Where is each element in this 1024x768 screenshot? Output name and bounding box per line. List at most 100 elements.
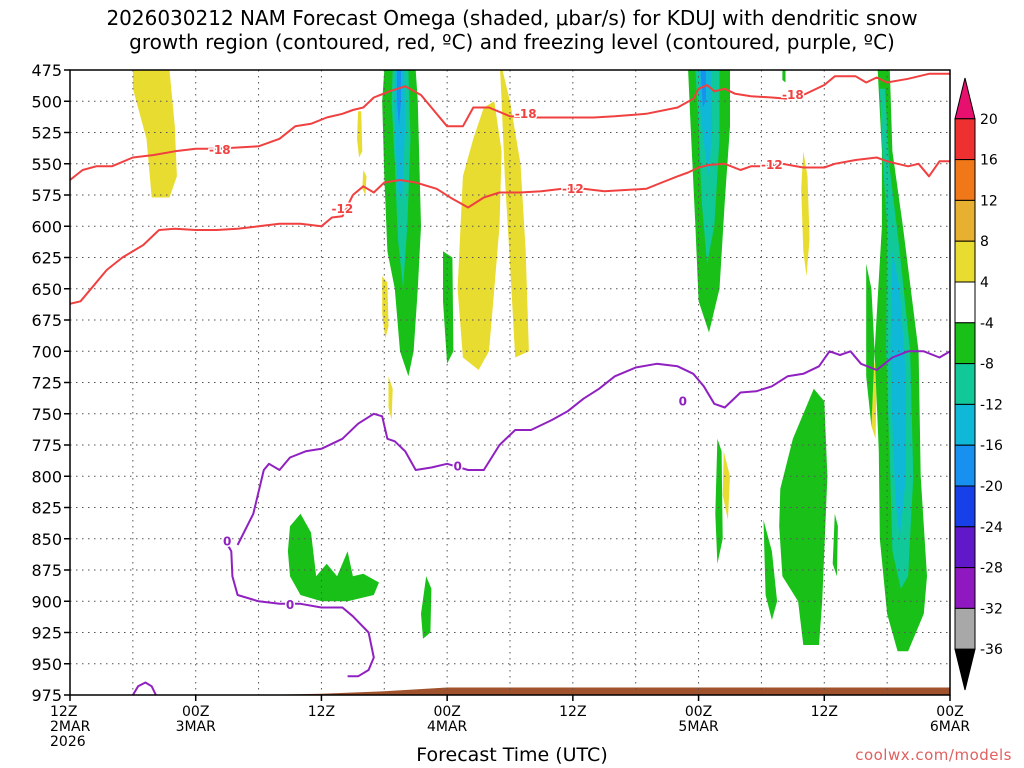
contour-label-0: -18 <box>209 143 231 157</box>
colorbar-label-2: 12 <box>980 193 998 209</box>
y-tick-label-600: 600 <box>31 217 62 236</box>
omega-region-5 <box>382 276 389 339</box>
colorbar-label-6: -8 <box>980 357 994 373</box>
omega-region-0 <box>132 70 177 198</box>
colorbar-label-1: 16 <box>980 153 998 169</box>
y-tick-label-675: 675 <box>31 311 62 330</box>
terrain <box>258 687 950 695</box>
contour-line-2 <box>132 681 157 695</box>
x-tick-label-0-2: 2026 <box>50 734 86 750</box>
contour-line-0 <box>70 72 950 181</box>
colorbar: 20 16 12 8 4 -4 -8 -12 -16 -20 -24 -28 -32 -36 <box>954 77 1003 691</box>
colorbar-seg-7 <box>954 363 976 405</box>
colorbar-seg-1 <box>954 118 976 161</box>
omega-region-18 <box>700 70 706 108</box>
omega-region-1 <box>457 101 502 371</box>
colorbar-seg-0 <box>954 77 976 120</box>
x-tick-label-84-1: 6MAR <box>930 719 971 735</box>
contour-label-7: 0 <box>286 598 294 612</box>
terrain-fill <box>258 687 950 695</box>
x-tick-label-0-1: 2MAR <box>50 719 91 735</box>
colorbar-label-4: 4 <box>980 275 989 291</box>
omega-region-24 <box>866 263 875 427</box>
y-tick-label-800: 800 <box>31 467 62 486</box>
omega-region-3 <box>357 111 363 158</box>
colorbar-label-11: -28 <box>980 561 1003 577</box>
omega-region-2 <box>500 70 529 358</box>
y-tick-label-625: 625 <box>31 249 62 268</box>
y-tick-label-575: 575 <box>31 186 62 205</box>
contour-labels: -18 -18 -18 -12 -12 -12 0 0 0 0 <box>207 87 805 614</box>
omega-region-27 <box>890 251 906 539</box>
y-tick-label-650: 650 <box>31 280 62 299</box>
omega-region-14 <box>443 251 454 364</box>
colorbar-seg-11 <box>954 526 976 569</box>
omega-region-23 <box>832 513 838 577</box>
y-tick-label-775: 775 <box>31 436 62 455</box>
colorbar-seg-5 <box>954 281 976 324</box>
contour-label-9: 0 <box>679 394 687 408</box>
omega-shading <box>132 70 927 652</box>
grid-lines <box>70 70 950 695</box>
colorbar-seg-14 <box>954 648 976 691</box>
y-axis: 475 500 525 550 575 600 625 650 675 700 725 750 775 8… <box>31 61 70 705</box>
contour-label-1: -18 <box>515 107 537 121</box>
omega-region-20 <box>715 438 723 564</box>
colorbar-label-0: 20 <box>980 112 998 128</box>
colorbar-seg-2 <box>954 159 976 201</box>
x-tick-label-36-1: 4MAR <box>427 719 468 735</box>
y-tick-label-725: 725 <box>31 374 62 393</box>
contour-label-6: 0 <box>223 534 231 548</box>
colorbar-label-12: -32 <box>980 601 1003 617</box>
colorbar-label-10: -24 <box>980 520 1003 536</box>
colorbar-seg-13 <box>954 607 976 650</box>
contour-label-8: 0 <box>453 459 461 473</box>
title-line-1: 2026030212 NAM Forecast Omega (shaded, μ… <box>106 6 918 30</box>
colorbar-seg-3 <box>954 199 976 242</box>
y-tick-label-550: 550 <box>31 155 62 174</box>
y-tick-label-700: 700 <box>31 342 62 361</box>
contour-label-5: -12 <box>761 158 783 172</box>
x-tick-label-60-1: 5MAR <box>678 719 719 735</box>
y-tick-label-750: 750 <box>31 405 62 424</box>
contour-line-3 <box>226 544 375 678</box>
y-tick-label-500: 500 <box>31 92 62 111</box>
x-tick-label-84-0: 00Z <box>936 704 963 720</box>
colorbar-label-9: -20 <box>980 479 1003 495</box>
colorbar-label-7: -12 <box>980 397 1003 413</box>
credit-text: coolwx.com/models <box>855 746 1012 764</box>
omega-region-21 <box>763 520 778 620</box>
x-axis-label: Forecast Time (UTC) <box>416 744 608 766</box>
y-tick-label-975: 975 <box>31 686 62 705</box>
colorbar-seg-6 <box>954 322 976 365</box>
contour-line-1 <box>70 156 950 305</box>
omega-region-7 <box>801 151 810 277</box>
colorbar-seg-4 <box>954 240 976 283</box>
x-tick-label-12-0: 00Z <box>182 704 209 720</box>
x-tick-label-12-1: 3MAR <box>176 719 217 735</box>
omega-region-8 <box>722 451 730 520</box>
colorbar-label-13: -36 <box>980 642 1003 658</box>
y-tick-label-950: 950 <box>31 655 62 674</box>
y-tick-label-850: 850 <box>31 530 62 549</box>
x-tick-label-0-0: 12Z <box>50 704 77 720</box>
y-tick-label-475: 475 <box>31 61 62 80</box>
omega-region-19 <box>782 70 786 83</box>
omega-region-6 <box>388 376 393 420</box>
temperature-contours <box>70 72 950 695</box>
colorbar-label-8: -16 <box>980 438 1003 454</box>
colorbar-label-5: -4 <box>980 316 994 332</box>
chart-title: 2026030212 NAM Forecast Omega (shaded, μ… <box>0 6 1024 54</box>
omega-region-29 <box>421 576 432 639</box>
y-tick-label-525: 525 <box>31 124 62 143</box>
x-tick-label-48-0: 12Z <box>559 704 586 720</box>
contour-label-3: -12 <box>332 202 354 216</box>
omega-region-22 <box>779 388 828 645</box>
omega-region-13 <box>396 70 401 127</box>
colorbar-seg-8 <box>954 403 976 446</box>
contour-label-4: -12 <box>562 182 584 196</box>
x-tick-label-72-0: 12Z <box>811 704 838 720</box>
x-tick-label-24-0: 12Z <box>308 704 335 720</box>
